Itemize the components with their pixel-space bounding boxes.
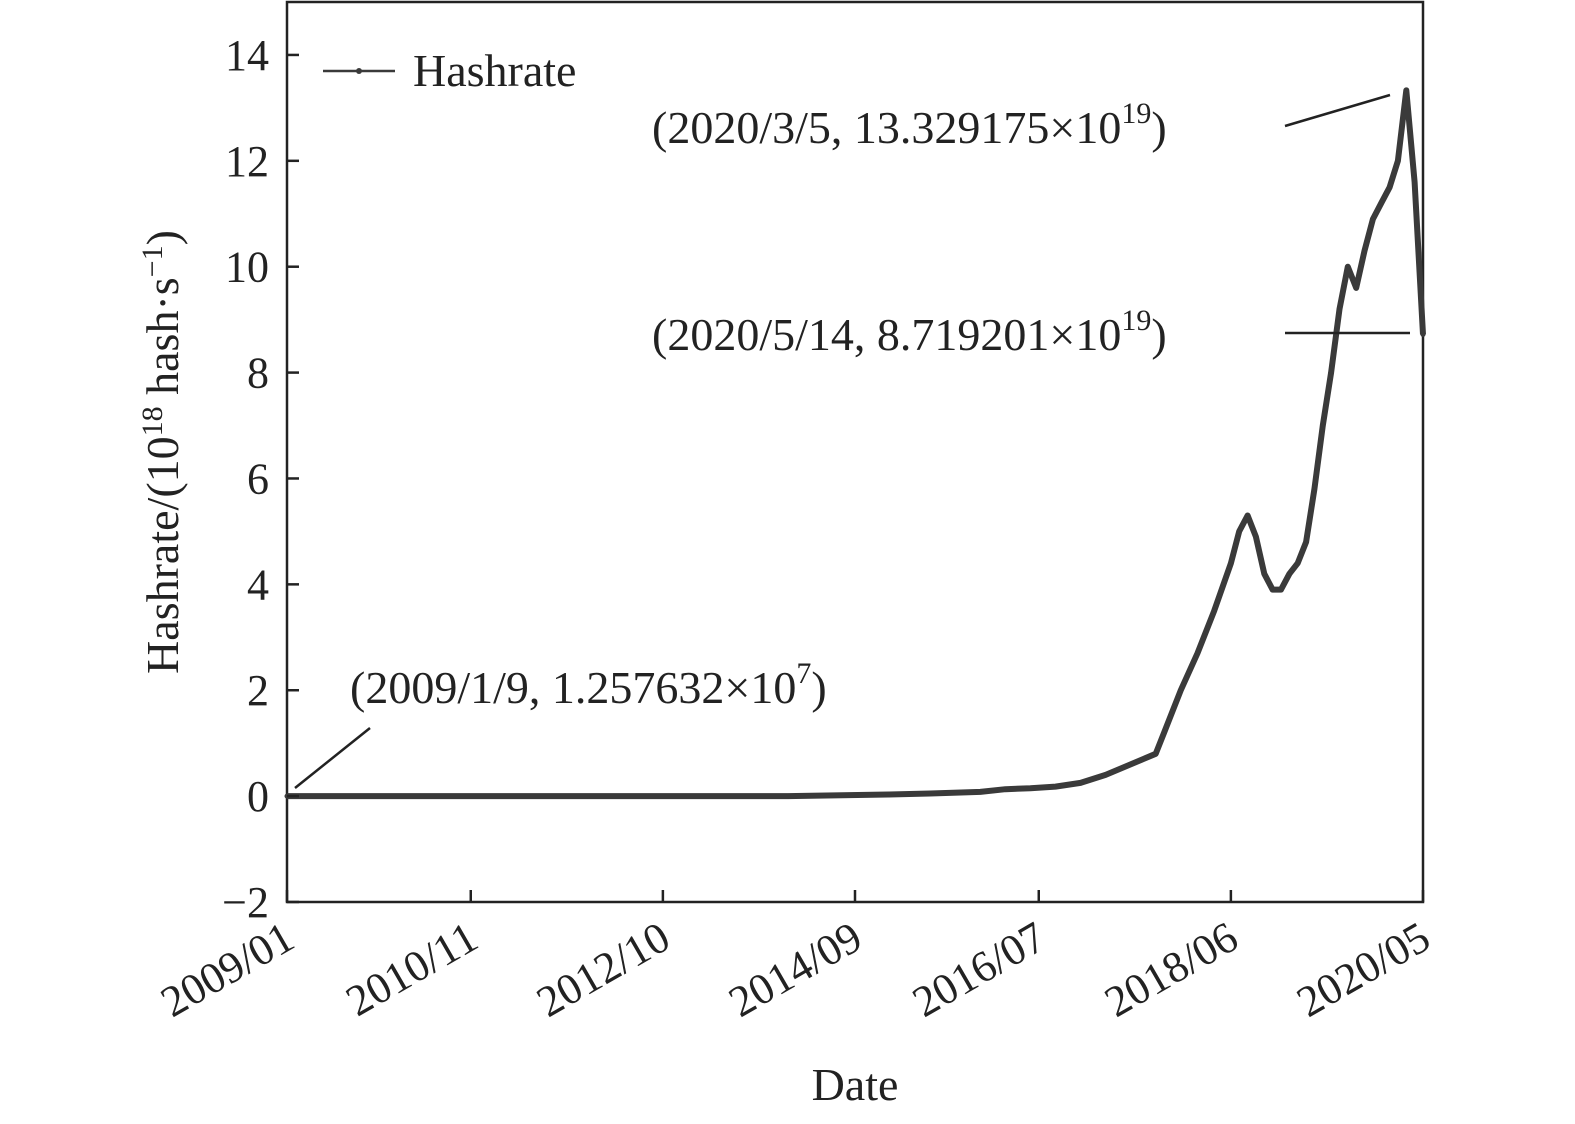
x-tick-label: 2009/01 [153, 912, 302, 1027]
hashrate-data-point [1161, 730, 1167, 736]
hashrate-data-point [1362, 248, 1368, 254]
annotation-end-close: ) [1151, 309, 1166, 360]
hashrate-data-point [1395, 158, 1401, 164]
hashrate-data-point [1236, 528, 1242, 534]
hashrate-data-point [1345, 264, 1351, 270]
hashrate-data-point [1078, 780, 1084, 786]
hashrate-data-point [885, 792, 891, 798]
hashrate-data-point [1295, 560, 1301, 566]
x-tick-label: 2012/10 [528, 912, 677, 1027]
hashrate-data-point [1052, 784, 1058, 790]
y-axis-title: Hashrate/(1018 hash·s−1) [136, 230, 188, 674]
hashrate-data-point [785, 793, 791, 799]
hashrate-data-point [1328, 370, 1334, 376]
x-axis-title: Date [812, 1059, 899, 1110]
hashrate-data-point [1027, 785, 1033, 791]
y-axis-title-sup-neg1: −1 [136, 245, 169, 277]
hashrate-data-point [1103, 772, 1109, 778]
annotation-peak-close: ) [1151, 102, 1166, 153]
hashrate-data-point [1378, 200, 1384, 206]
y-tick-label: 10 [225, 243, 269, 292]
y-tick-label: −2 [222, 878, 269, 927]
hashrate-data-point [1286, 571, 1292, 577]
y-tick-label: 14 [225, 31, 269, 80]
annotation-start: (2009/1/9, 1.257632×107) [294, 657, 827, 789]
hashrate-data-point [1261, 571, 1267, 577]
hashrate-data-point [1245, 513, 1251, 519]
annotation-peak-sup: 19 [1121, 97, 1151, 130]
y-tick-label: 2 [247, 666, 269, 715]
hashrate-data-point [1403, 87, 1409, 93]
annotation-peak: (2020/3/5, 13.329175×1019) [652, 93, 1391, 153]
hashrate-data-point [1153, 751, 1159, 757]
hashrate-data-point [1002, 786, 1008, 792]
x-tick-label: 2018/06 [1096, 912, 1245, 1027]
hashrate-data-point [585, 793, 591, 799]
annotation-start-sup: 7 [796, 657, 811, 690]
annotation-start-leader [294, 727, 371, 789]
y-tick-label: 12 [225, 137, 269, 186]
annotation-start-base: (2009/1/9, 1.257632×10 [350, 662, 796, 713]
x-axis-ticks: 2009/01 2010/11 2012/10 2014/09 2016/07 2018/… [153, 890, 1438, 1027]
hashrate-data-point [1303, 539, 1309, 545]
hashrate-data-point [1387, 184, 1393, 190]
annotation-end-text: (2020/5/14, 8.719201×1019) [652, 304, 1167, 360]
y-tick-label: 4 [247, 560, 269, 609]
hashrate-data-point [1320, 423, 1326, 429]
annotation-peak-base: (2020/3/5, 13.329175×10 [652, 102, 1121, 153]
hashrate-data-point [1278, 587, 1284, 593]
annotation-end: (2020/5/14, 8.719201×1019) [652, 304, 1410, 360]
x-tick-label: 2016/07 [904, 912, 1053, 1027]
y-axis-ticks: −2 0 2 4 6 8 10 12 14 [222, 31, 299, 927]
legend-marker [356, 68, 362, 74]
hashrate-data-point [1353, 285, 1359, 291]
hashrate-data-point [1178, 687, 1184, 693]
y-axis-title-sup-18: 18 [136, 406, 169, 436]
hashrate-data-point [1270, 587, 1276, 593]
legend-label: Hashrate [413, 45, 576, 96]
hashrate-data-point [1194, 650, 1200, 656]
x-tick-label: 2010/11 [338, 912, 486, 1026]
y-tick-label: 8 [247, 349, 269, 398]
hashrate-data-point [1311, 486, 1317, 492]
hashrate-data-point [1128, 761, 1134, 767]
hashrate-data-point [1228, 560, 1234, 566]
annotation-end-base: (2020/5/14, 8.719201×10 [652, 309, 1121, 360]
annotation-end-sup: 19 [1121, 304, 1151, 337]
hashrate-data-point [1211, 608, 1217, 614]
annotation-start-close: ) [811, 662, 826, 713]
y-tick-label: 6 [247, 454, 269, 503]
annotation-peak-text: (2020/3/5, 13.329175×1019) [652, 97, 1167, 153]
x-tick-label: 2020/05 [1289, 912, 1438, 1027]
x-tick-label: 2014/09 [721, 912, 870, 1027]
hashrate-data-point [1253, 534, 1259, 540]
y-axis-title-base: Hashrate/(10 [137, 436, 188, 674]
y-axis-title-unit: hash·s [137, 277, 188, 406]
annotation-peak-leader [1284, 93, 1391, 128]
hashrate-data-point [927, 790, 933, 796]
hashrate-data-point [1336, 306, 1342, 312]
hashrate-data-point [1420, 331, 1426, 337]
y-axis-title-close: ) [137, 230, 188, 245]
hashrate-data-point [977, 789, 983, 795]
hashrate-data-point [1412, 179, 1418, 185]
legend: Hashrate [323, 45, 576, 96]
hashrate-data-point [1370, 216, 1376, 222]
y-tick-label: 0 [247, 772, 269, 821]
annotation-start-text: (2009/1/9, 1.257632×107) [350, 657, 827, 713]
